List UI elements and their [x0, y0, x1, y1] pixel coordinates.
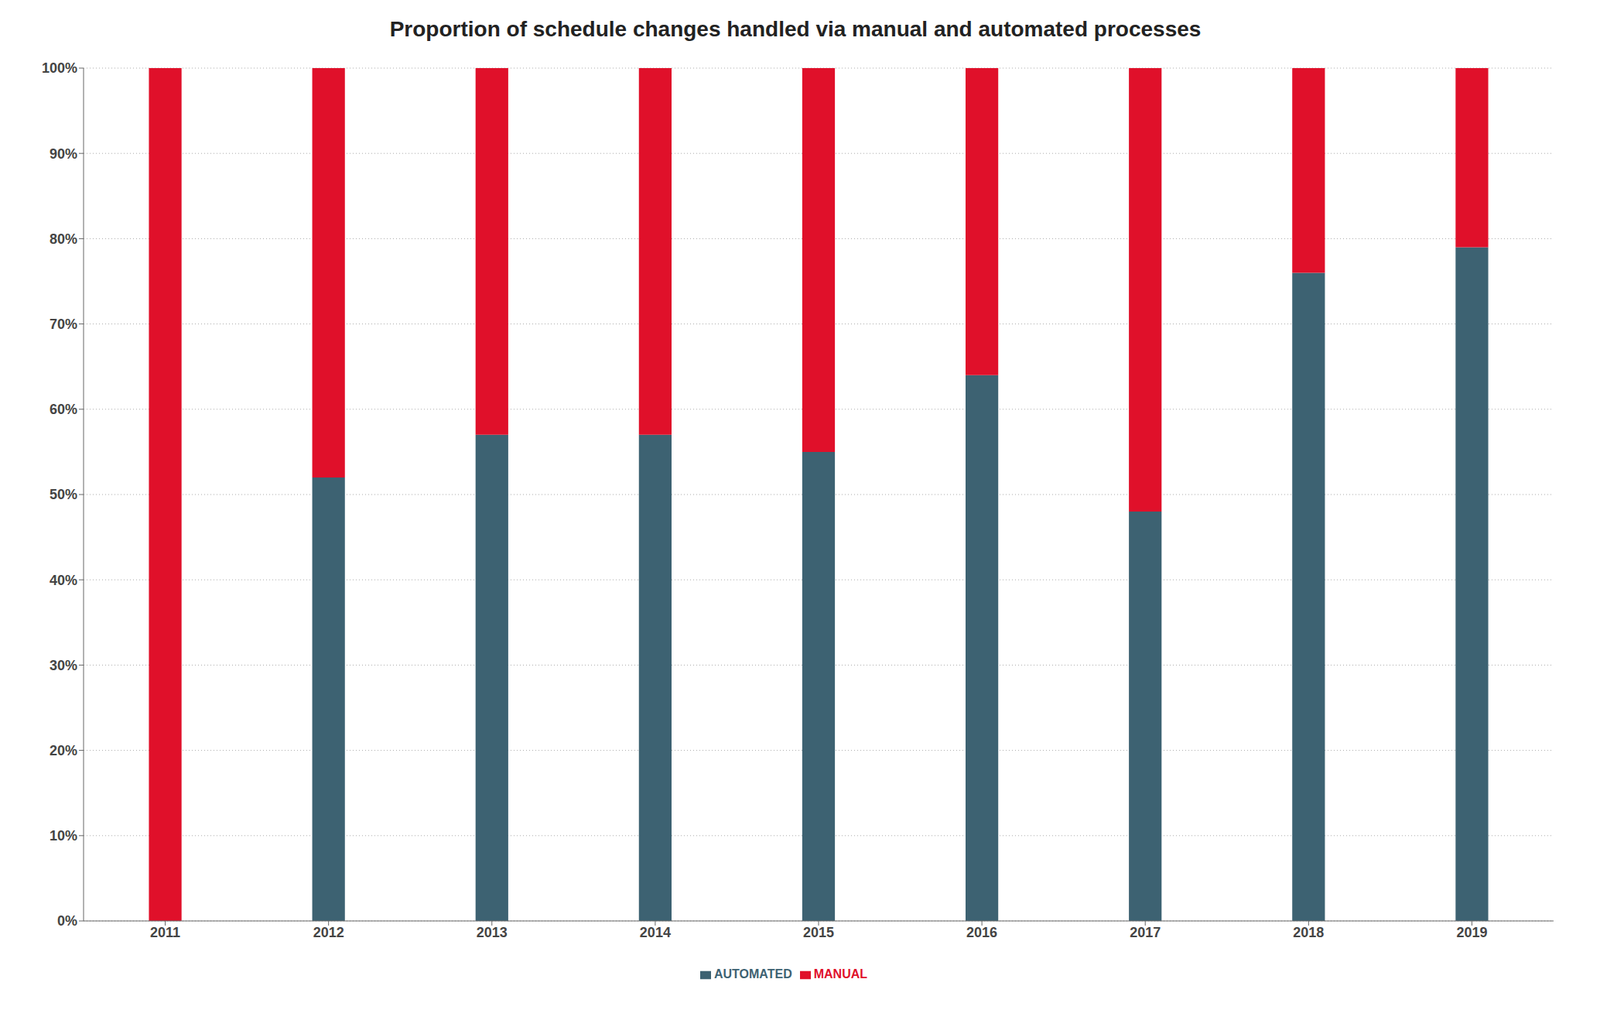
svg-text:30%: 30% [49, 657, 78, 674]
svg-text:2019: 2019 [1456, 924, 1488, 941]
svg-text:2014: 2014 [639, 924, 671, 941]
svg-text:2018: 2018 [1292, 924, 1324, 941]
svg-text:2015: 2015 [803, 924, 835, 941]
svg-text:50%: 50% [49, 486, 78, 503]
svg-text:80%: 80% [49, 231, 78, 247]
svg-text:10%: 10% [49, 827, 78, 844]
svg-text:2013: 2013 [476, 924, 508, 941]
svg-text:40%: 40% [49, 572, 78, 589]
svg-text:90%: 90% [49, 146, 78, 162]
svg-text:2012: 2012 [313, 924, 345, 941]
svg-text:2017: 2017 [1129, 924, 1161, 941]
html-text:MANUAL: MANUAL [813, 967, 868, 981]
svg-text:0%: 0% [57, 912, 78, 929]
svg-text:60%: 60% [49, 401, 78, 418]
svg-text:2011: 2011 [150, 924, 181, 941]
html-text:Proportion of schedule changes: Proportion of schedule changes handled v… [389, 17, 1202, 42]
svg-text:20%: 20% [49, 742, 78, 759]
svg-text:2016: 2016 [966, 924, 998, 941]
html-text:AUTOMATED: AUTOMATED [714, 967, 793, 981]
svg-text:70%: 70% [49, 316, 78, 332]
svg-text:100%: 100% [41, 60, 78, 76]
